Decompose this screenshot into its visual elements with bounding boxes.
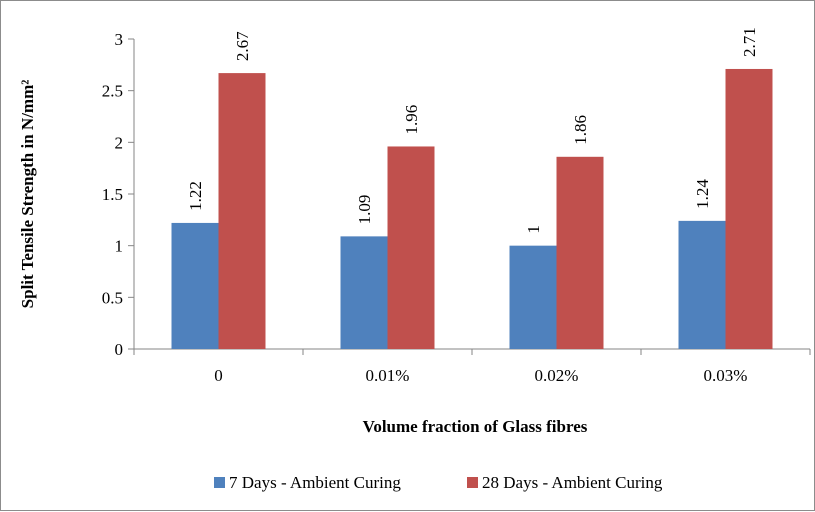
- legend-swatch: [467, 477, 478, 488]
- y-tick-label: 1.5: [102, 185, 123, 204]
- data-label: 2.71: [740, 27, 759, 57]
- data-label: 2.67: [233, 31, 252, 61]
- bar: [556, 156, 604, 349]
- x-axis-title: Volume fraction of Glass fibres: [363, 417, 588, 436]
- y-tick-label: 2.5: [102, 82, 123, 101]
- bar: [218, 73, 266, 349]
- legend: 7 Days - Ambient Curing 28 Days - Ambient…: [214, 473, 663, 492]
- x-tick-labels: 0 0.01% 0.02% 0.03%: [214, 366, 747, 385]
- y-tick-labels: 0 0.5 1 1.5 2 2.5 3: [102, 30, 123, 359]
- y-tick-label: 3: [115, 30, 124, 49]
- x-tick-label: 0.03%: [704, 366, 748, 385]
- data-label: 1.24: [693, 179, 712, 209]
- bar: [387, 146, 435, 349]
- bar: [725, 68, 773, 349]
- data-labels: 1.22 2.67 1.09 1.96 1 1.86 1.24 2.71: [186, 27, 759, 233]
- x-tick-label: 0.02%: [535, 366, 579, 385]
- data-label: 1.09: [355, 195, 374, 225]
- y-tick-label: 2: [115, 133, 124, 152]
- bar: [509, 245, 557, 349]
- y-tick-label: 0: [115, 340, 124, 359]
- bar: [171, 222, 219, 349]
- y-axis-title: Split Tensile Strength in N/mm²: [18, 80, 37, 309]
- data-label: 1: [524, 225, 543, 234]
- data-label: 1.96: [402, 105, 421, 135]
- bar: [340, 236, 388, 349]
- bars: [171, 68, 773, 349]
- y-tick-label: 0.5: [102, 288, 123, 307]
- x-tick-label: 0.01%: [366, 366, 410, 385]
- bar: [678, 220, 726, 349]
- data-label: 1.86: [571, 115, 590, 145]
- legend-swatch: [214, 477, 225, 488]
- x-tick-label: 0: [214, 366, 223, 385]
- data-label: 1.22: [186, 181, 205, 211]
- legend-label: 7 Days - Ambient Curing: [229, 473, 401, 492]
- y-tick-label: 1: [115, 237, 124, 256]
- legend-label: 28 Days - Ambient Curing: [482, 473, 663, 492]
